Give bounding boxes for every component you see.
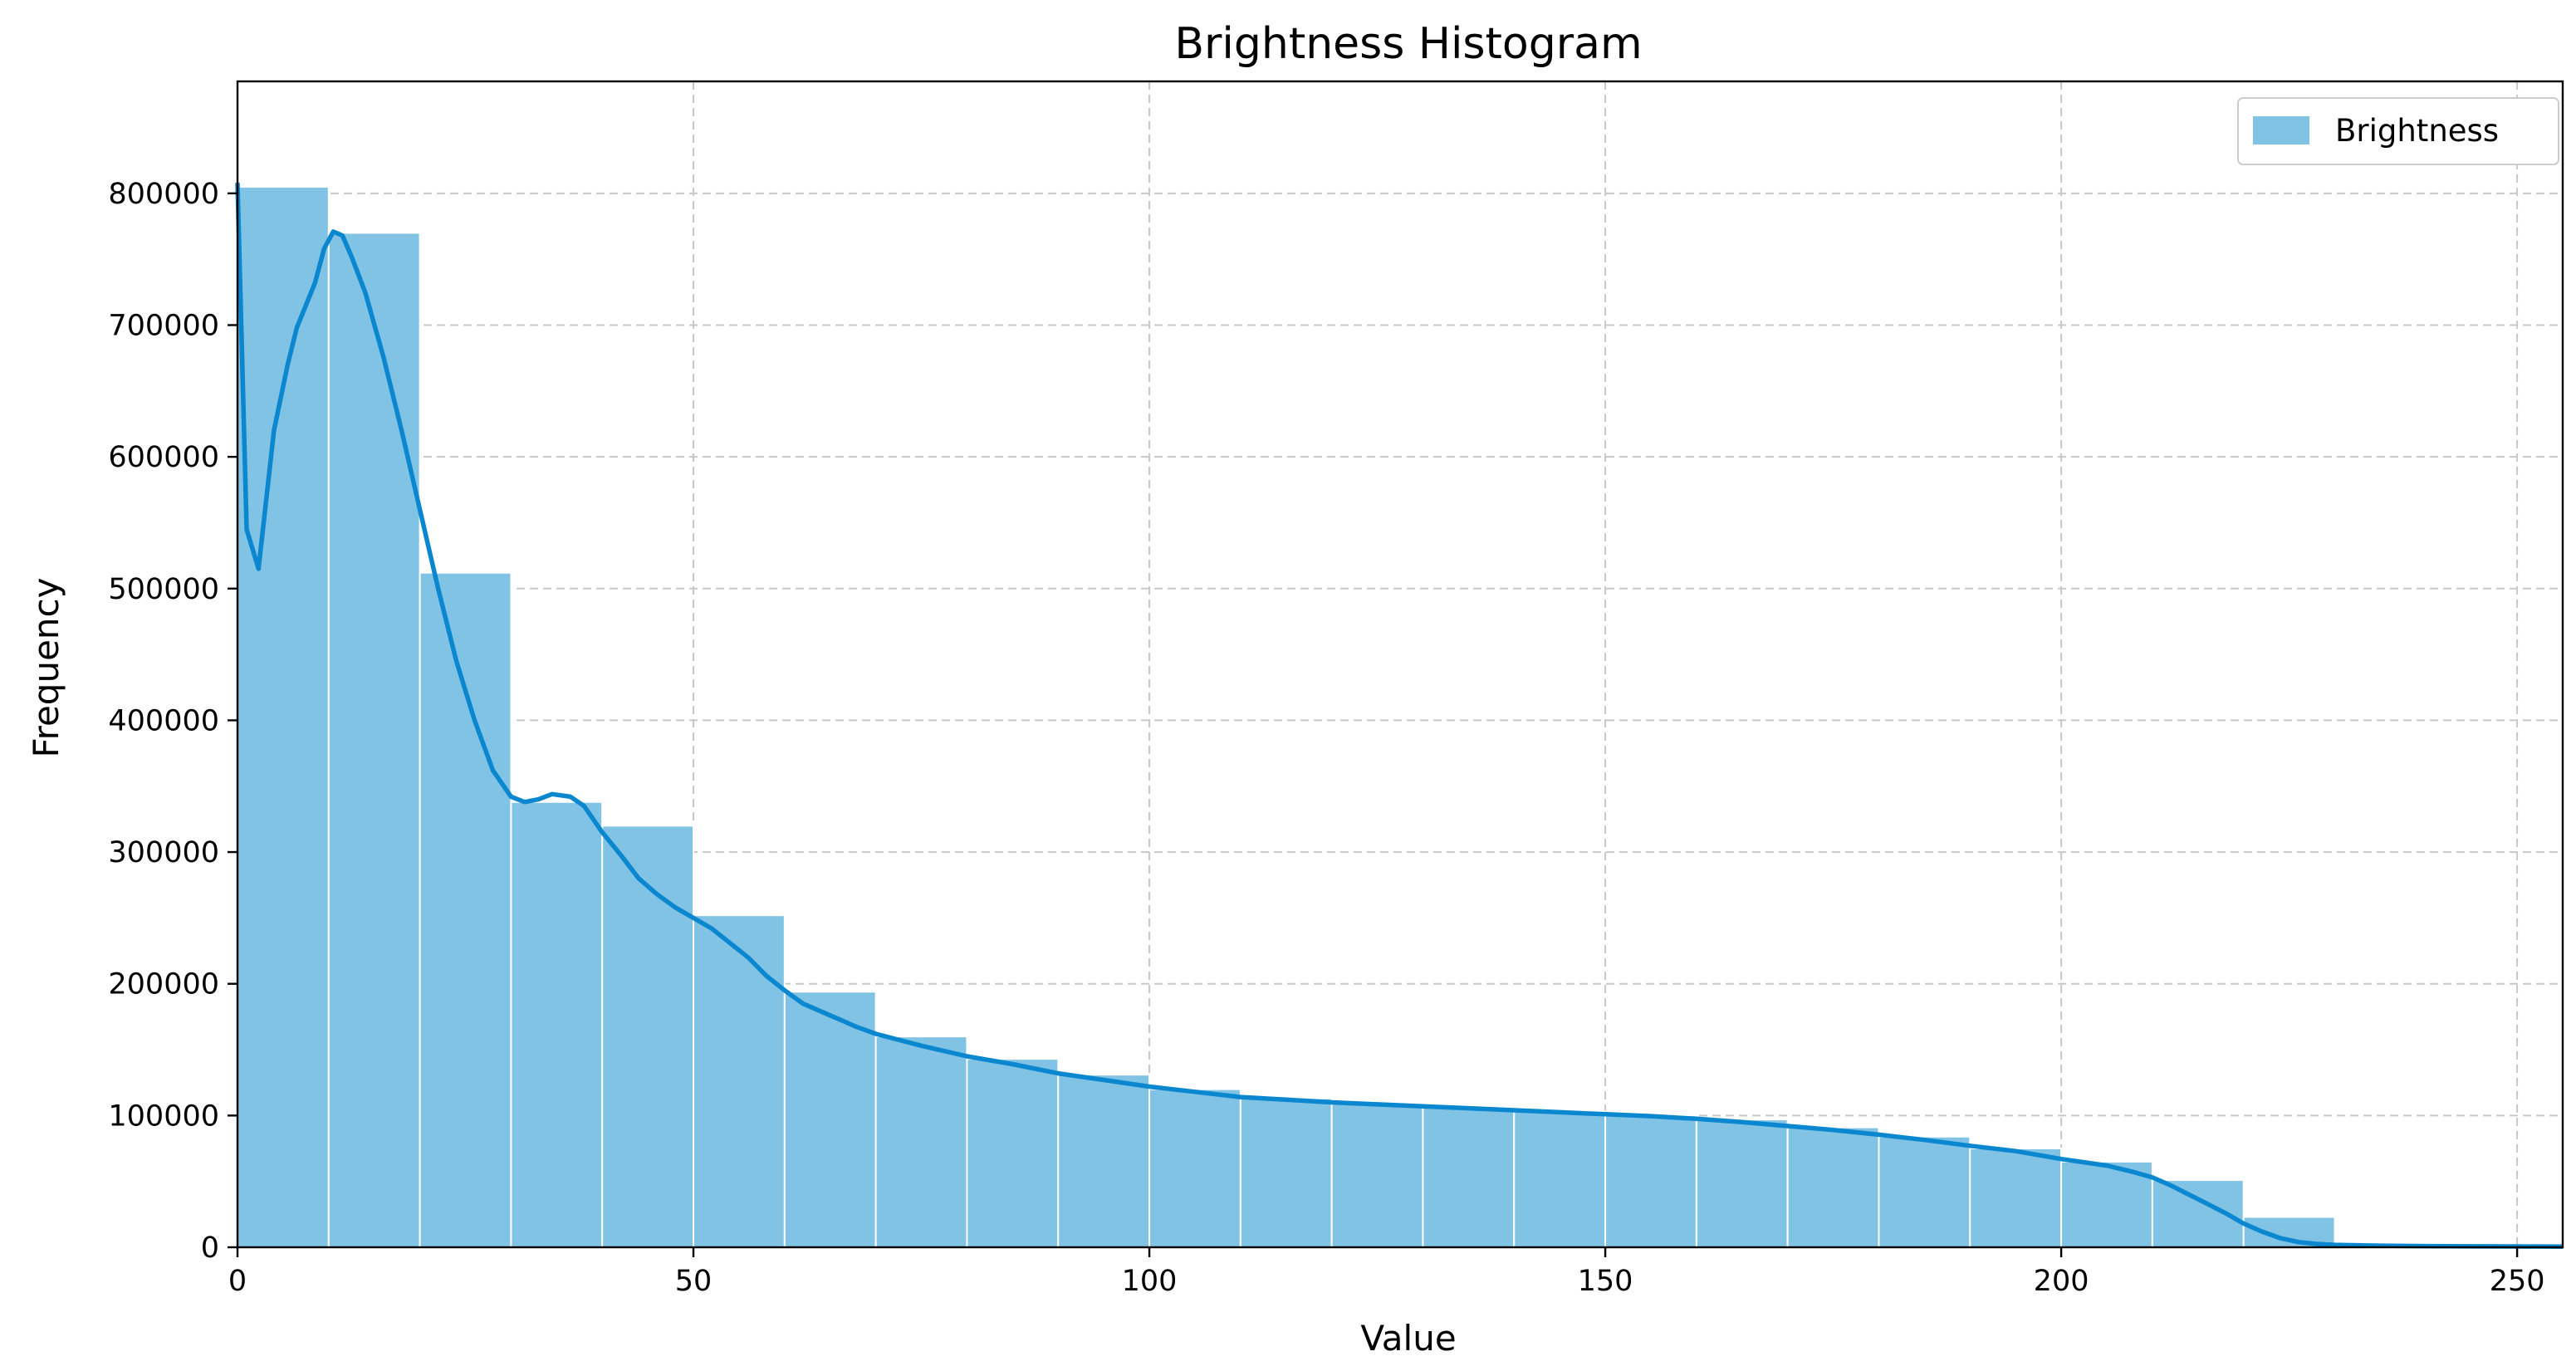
legend-swatch <box>2253 116 2309 144</box>
histogram-bar <box>1969 1148 2063 1249</box>
legend: Brightness <box>2237 97 2559 165</box>
y-tick-label: 300000 <box>108 836 219 869</box>
y-axis-label: Frequency <box>26 578 66 758</box>
x-tick-label: 100 <box>1122 1265 1178 1298</box>
x-tick-label: 200 <box>2034 1265 2089 1298</box>
y-tick-label: 0 <box>201 1231 219 1265</box>
y-tick-label: 700000 <box>108 309 219 342</box>
histogram-bar <box>693 914 786 1248</box>
histogram-bar <box>1148 1088 1241 1248</box>
histogram-bar <box>1057 1074 1151 1248</box>
x-tick-label: 250 <box>2490 1265 2545 1298</box>
histogram-bar <box>783 991 877 1248</box>
kde-curve <box>235 183 2564 1249</box>
plot-frame <box>236 80 2564 1249</box>
histogram-bar <box>237 185 330 1248</box>
histogram-bar <box>327 232 421 1248</box>
histogram-bar <box>1604 1114 1697 1249</box>
legend-box <box>2237 97 2559 165</box>
x-axis-label: Value <box>1360 1318 1456 1359</box>
y-tick-label: 200000 <box>108 968 219 1001</box>
y-axis-ticks: 0 100000 200000 300000 400000 500000 600000 700… <box>108 178 238 1265</box>
chart-title: Brightness Histogram <box>1174 19 1642 69</box>
histogram-bar <box>1422 1106 1516 1248</box>
y-tick-label: 600000 <box>108 441 219 474</box>
histogram-bar <box>966 1058 1060 1249</box>
histogram-bar <box>1330 1103 1424 1249</box>
x-tick-label: 0 <box>228 1265 247 1298</box>
histogram-bar <box>1878 1135 1971 1249</box>
y-tick-label: 100000 <box>108 1099 219 1133</box>
histogram-bar <box>510 801 604 1248</box>
x-tick-label: 150 <box>1578 1265 1633 1298</box>
histogram-bar <box>419 571 512 1248</box>
histogram-bar <box>1513 1110 1607 1248</box>
y-tick-label: 400000 <box>108 704 219 737</box>
histogram-bar <box>874 1036 968 1248</box>
histogram-bar <box>1786 1126 1880 1249</box>
x-tick-label: 50 <box>675 1265 713 1298</box>
histogram-bar <box>1239 1097 1333 1248</box>
histogram-bars <box>237 185 2564 1249</box>
y-tick-label: 500000 <box>108 573 219 606</box>
histogram-bar <box>1695 1119 1789 1248</box>
legend-label-brightness: Brightness <box>2335 113 2499 149</box>
y-tick-label: 800000 <box>108 178 219 211</box>
x-axis-ticks: 0 50 100 150 200 250 <box>228 1247 2545 1298</box>
